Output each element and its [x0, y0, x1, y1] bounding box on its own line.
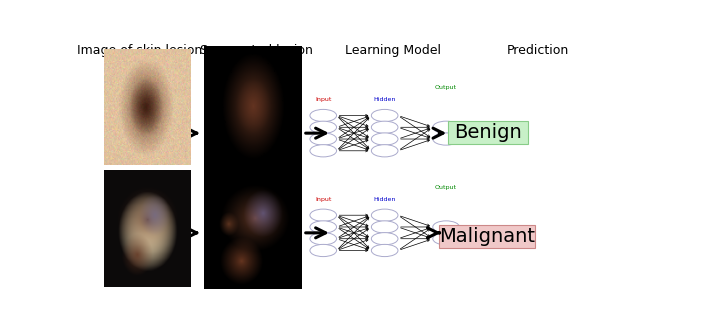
- Circle shape: [310, 244, 337, 257]
- Circle shape: [433, 121, 460, 133]
- Text: Learning Model: Learning Model: [345, 44, 441, 57]
- Circle shape: [371, 244, 398, 257]
- Circle shape: [310, 233, 337, 245]
- FancyBboxPatch shape: [439, 225, 535, 248]
- Circle shape: [433, 233, 460, 245]
- Circle shape: [433, 221, 460, 233]
- Text: Input: Input: [315, 197, 332, 202]
- Text: Prediction: Prediction: [507, 44, 569, 57]
- Text: Benign: Benign: [454, 123, 522, 142]
- Text: Segmented lesion: Segmented lesion: [200, 44, 313, 57]
- Text: Output: Output: [435, 185, 457, 190]
- Circle shape: [371, 110, 398, 122]
- Text: Input: Input: [315, 97, 332, 102]
- Circle shape: [433, 133, 460, 145]
- Circle shape: [371, 133, 398, 145]
- Text: Hidden: Hidden: [373, 197, 396, 202]
- Text: Malignant: Malignant: [439, 227, 535, 246]
- Circle shape: [310, 209, 337, 221]
- Circle shape: [371, 221, 398, 233]
- Text: Image of skin lesion: Image of skin lesion: [78, 44, 202, 57]
- Circle shape: [371, 233, 398, 245]
- Circle shape: [310, 133, 337, 145]
- FancyBboxPatch shape: [447, 122, 528, 144]
- Text: Hidden: Hidden: [373, 97, 396, 102]
- Circle shape: [371, 145, 398, 157]
- Circle shape: [310, 145, 337, 157]
- Circle shape: [371, 209, 398, 221]
- Circle shape: [310, 110, 337, 122]
- Circle shape: [310, 121, 337, 133]
- Text: Output: Output: [435, 85, 457, 91]
- Circle shape: [310, 221, 337, 233]
- Circle shape: [371, 121, 398, 133]
